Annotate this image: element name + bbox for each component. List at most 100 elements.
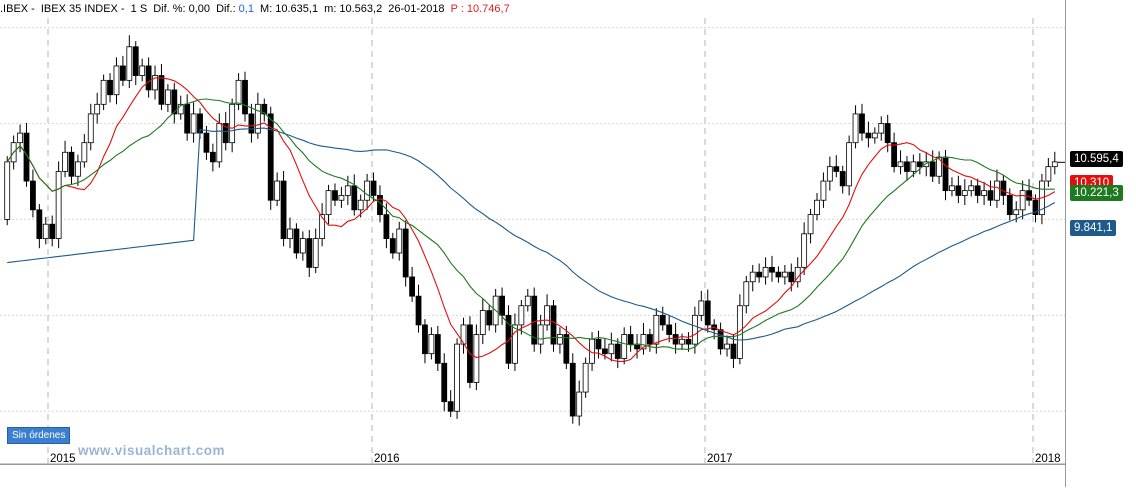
candle-body (544, 305, 550, 326)
candle-body (679, 338, 685, 345)
time-axis[interactable] (0, 464, 1065, 488)
price-axis[interactable] (1065, 0, 1136, 487)
min-label: m: (324, 3, 337, 15)
candle-body (531, 295, 538, 345)
candle-body (749, 271, 756, 283)
candle-body (357, 199, 364, 211)
candle-body (756, 271, 763, 278)
dif-label: Dif.: (216, 3, 236, 15)
candle-body (839, 171, 846, 187)
candle-body (846, 142, 853, 187)
candle-body (961, 190, 968, 196)
candle-body (287, 228, 293, 240)
candle-body (904, 161, 910, 172)
candle-body (229, 103, 236, 144)
candle-body (216, 123, 223, 163)
candle-body (923, 161, 930, 168)
candle-body (1019, 190, 1026, 211)
candle-body (994, 180, 1000, 201)
candle-body (344, 185, 351, 196)
candle-body (910, 161, 917, 172)
candle-body (100, 79, 107, 105)
candle-body (512, 324, 518, 364)
candle-body (608, 343, 615, 355)
candle-body (499, 295, 505, 316)
candle-body (62, 151, 68, 172)
ma-green-badge: 10.221,3 (1070, 185, 1123, 201)
symbol-label: .IBEX (0, 3, 29, 15)
candle-body (859, 113, 865, 134)
candle-body (422, 324, 428, 355)
candle-body (87, 113, 94, 144)
candle-body (865, 132, 872, 139)
info-separator-2: - (120, 3, 125, 15)
candle-body (383, 214, 390, 240)
candle-body (730, 343, 737, 359)
watermark: www.visualchart.com (78, 443, 226, 458)
candle-body (30, 180, 36, 211)
candle-body (486, 310, 493, 326)
candle-body (878, 123, 885, 134)
candle-body (1026, 190, 1032, 201)
candle-body (17, 132, 23, 144)
candle-body (409, 276, 416, 297)
candle-body (717, 329, 724, 350)
year-label: 2016 (374, 453, 400, 465)
max-label: M: (260, 3, 273, 15)
instrument-name: IBEX 35 INDEX (40, 3, 118, 15)
price-label: P : (450, 3, 464, 15)
candle-body (569, 362, 576, 417)
candle-body (351, 185, 358, 211)
candle-body (203, 132, 210, 153)
candle-body (81, 142, 88, 163)
candle-body (916, 161, 923, 168)
candle-body (177, 103, 184, 115)
candle-body (563, 334, 570, 364)
year-label: 2018 (1035, 453, 1061, 465)
candle-body (929, 161, 936, 177)
candle-body (94, 103, 101, 115)
max-value: 10.635,1 (275, 3, 319, 15)
candle-body (807, 214, 814, 235)
candle-body (788, 271, 795, 283)
candle-body (743, 281, 750, 307)
candle-body (158, 75, 165, 105)
candle-body (267, 113, 274, 201)
candle-body (814, 199, 820, 216)
candle-body (42, 223, 49, 240)
candle-body (389, 238, 396, 254)
candle-body (274, 180, 281, 201)
candle-body (139, 65, 146, 76)
last-price-badge: 10.595,4 (1070, 151, 1123, 167)
plot-area[interactable] (0, 18, 1065, 464)
candle-body (415, 295, 422, 326)
candle-body (1000, 180, 1007, 196)
candle-body (428, 334, 435, 355)
candle-body (1006, 195, 1013, 216)
candle-body (132, 46, 139, 76)
year-label: 2015 (50, 453, 76, 465)
ma-blue-badge: 9.841,1 (1070, 220, 1117, 236)
sin-ordenes-button[interactable]: Sin órdenes (7, 427, 71, 444)
dif-pct-value: 0,00 (188, 3, 211, 15)
candle-body (107, 79, 113, 96)
candle-body (473, 334, 480, 383)
candle-body (781, 271, 788, 278)
candle-body (942, 156, 949, 192)
candle-body (659, 314, 666, 326)
candle-body (145, 65, 152, 91)
candle-body (666, 324, 673, 335)
period-label: 1 S (130, 3, 148, 15)
candle-body (852, 113, 859, 144)
candle-body (646, 334, 653, 345)
candle-body (190, 113, 197, 134)
dif-pct-label: Dif. %: (153, 3, 186, 15)
candle-body (75, 161, 81, 177)
candle-body (164, 89, 171, 105)
ma-blue-line (7, 127, 1056, 341)
candle-body (434, 334, 441, 364)
candle-body (254, 103, 261, 134)
info-separator: - (31, 3, 35, 15)
